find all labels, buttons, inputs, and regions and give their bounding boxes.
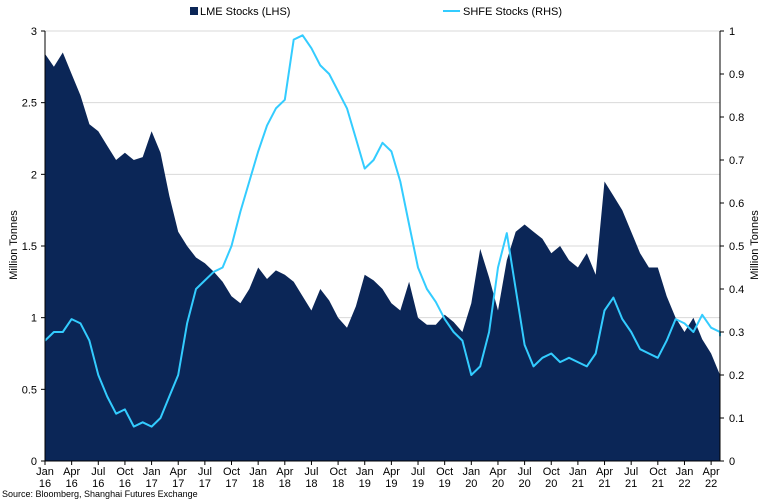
x-tick-year-6: 17	[199, 478, 211, 490]
x-tick-month-8: Jan	[249, 466, 267, 478]
x-tick-year-14: 19	[412, 478, 424, 490]
left-tick-label-5: 2.5	[22, 98, 37, 110]
x-tick-year-4: 17	[145, 478, 157, 490]
x-tick-month-16: Jan	[462, 466, 480, 478]
legend-label-lme: LME Stocks (LHS)	[200, 6, 290, 18]
right-tick-label-2: 0.2	[729, 370, 744, 382]
legend-label-shfe: SHFE Stocks (RHS)	[463, 6, 562, 18]
x-tick-month-0: Jan	[36, 466, 54, 478]
x-tick-month-6: Jul	[198, 466, 212, 478]
x-tick-month-11: Oct	[330, 466, 347, 478]
x-tick-year-7: 17	[225, 478, 237, 490]
x-tick-month-14: Jul	[411, 466, 425, 478]
x-tick-year-21: 21	[598, 478, 610, 490]
left-tick-label-6: 3	[31, 26, 37, 38]
lme-stocks-area	[45, 52, 720, 461]
x-tick-year-15: 19	[439, 478, 451, 490]
right-tick-label-9: 0.9	[729, 69, 744, 81]
left-axis-ticks: 0 0.5 1 1.5 2 2.5 3	[22, 26, 45, 468]
x-tick-year-20: 21	[572, 478, 584, 490]
right-axis-title: Million Tonnes	[749, 210, 761, 280]
x-tick-month-10: Jul	[304, 466, 318, 478]
x-tick-month-22: Jul	[624, 466, 638, 478]
x-tick-month-25: Apr	[703, 466, 720, 478]
x-tick-year-11: 18	[332, 478, 344, 490]
source-note: Source: Bloomberg, Shanghai Futures Exch…	[2, 489, 198, 499]
x-tick-month-12: Jan	[356, 466, 374, 478]
right-tick-label-4: 0.4	[729, 284, 744, 296]
x-tick-year-12: 19	[359, 478, 371, 490]
x-tick-year-24: 22	[678, 478, 690, 490]
x-tick-year-23: 21	[652, 478, 664, 490]
lme-series	[45, 52, 720, 461]
shfe-series	[44, 34, 721, 428]
x-tick-year-9: 18	[279, 478, 291, 490]
x-tick-month-7: Oct	[223, 466, 240, 478]
x-tick-year-2: 16	[92, 478, 104, 490]
x-tick-year-19: 20	[545, 478, 557, 490]
x-tick-month-4: Jan	[143, 466, 161, 478]
right-tick-label-7: 0.7	[729, 155, 744, 167]
left-tick-label-1: 0.5	[22, 384, 37, 396]
x-tick-year-3: 16	[119, 478, 131, 490]
x-tick-month-13: Apr	[383, 466, 400, 478]
x-tick-month-15: Oct	[436, 466, 453, 478]
x-tick-year-8: 18	[252, 478, 264, 490]
x-tick-year-16: 20	[465, 478, 477, 490]
left-axis-title: Million Tonnes	[8, 210, 20, 280]
x-tick-month-23: Oct	[649, 466, 666, 478]
x-tick-year-5: 17	[172, 478, 184, 490]
x-tick-year-17: 20	[492, 478, 504, 490]
right-tick-label-0: 0	[729, 456, 735, 468]
legend-swatch-lme	[190, 7, 198, 15]
x-tick-month-20: Jan	[569, 466, 587, 478]
x-tick-year-18: 20	[518, 478, 530, 490]
x-tick-month-21: Apr	[596, 466, 613, 478]
legend: LME Stocks (LHS) SHFE Stocks (RHS)	[190, 6, 562, 18]
x-tick-month-24: Jan	[676, 466, 694, 478]
right-tick-label-6: 0.6	[729, 198, 744, 210]
right-tick-label-1: 0.1	[729, 413, 744, 425]
shfe-stocks-line	[44, 34, 721, 428]
right-tick-label-8: 0.8	[729, 112, 744, 124]
x-tick-year-22: 21	[625, 478, 637, 490]
x-tick-month-18: Jul	[518, 466, 532, 478]
right-tick-label-3: 0.3	[729, 327, 744, 339]
x-axis-ticks: Jan16Apr16Jul16Oct16Jan17Apr17Jul17Oct17…	[36, 461, 720, 490]
left-tick-label-0: 0	[31, 456, 37, 468]
left-tick-label-4: 2	[31, 169, 37, 181]
right-tick-label-10: 1	[729, 26, 735, 38]
x-tick-year-0: 16	[39, 478, 51, 490]
x-tick-month-2: Jul	[91, 466, 105, 478]
x-tick-month-5: Apr	[170, 466, 187, 478]
right-axis-ticks: 0 0.1 0.2 0.3 0.4 0.5 0.6 0.7 0.8 0.9 1	[720, 26, 744, 468]
x-tick-year-10: 18	[305, 478, 317, 490]
x-tick-year-1: 16	[66, 478, 78, 490]
right-tick-label-5: 0.5	[729, 241, 744, 253]
x-tick-month-17: Apr	[489, 466, 506, 478]
left-tick-label-2: 1	[31, 313, 37, 325]
x-tick-month-19: Oct	[543, 466, 560, 478]
x-tick-month-1: Apr	[63, 466, 80, 478]
x-tick-month-9: Apr	[276, 466, 293, 478]
x-tick-month-3: Oct	[116, 466, 133, 478]
x-tick-year-13: 19	[385, 478, 397, 490]
left-tick-label-3: 1.5	[22, 241, 37, 253]
x-tick-year-25: 22	[705, 478, 717, 490]
